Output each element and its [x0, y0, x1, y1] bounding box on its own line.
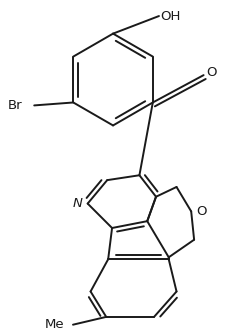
- Text: OH: OH: [159, 10, 180, 23]
- Text: Me: Me: [44, 318, 64, 331]
- Text: Br: Br: [8, 99, 22, 112]
- Text: N: N: [73, 197, 82, 210]
- Text: O: O: [195, 205, 206, 218]
- Text: O: O: [206, 66, 216, 79]
